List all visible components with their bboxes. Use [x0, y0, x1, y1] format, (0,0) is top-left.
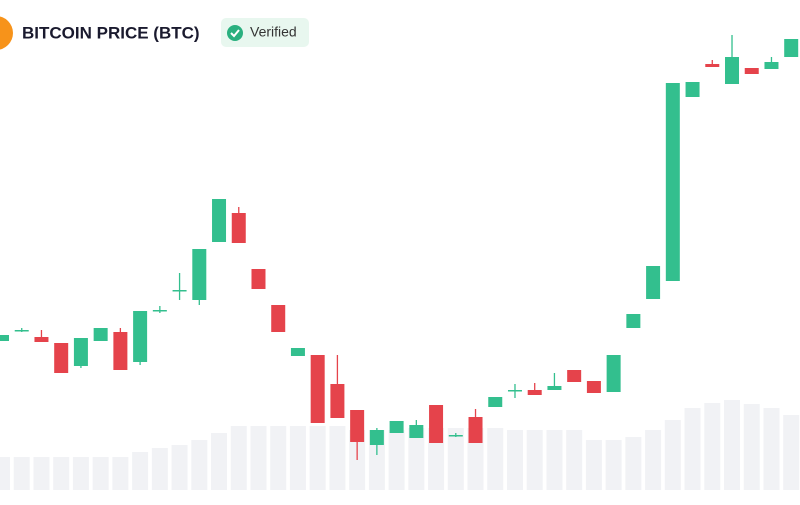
candle-body	[251, 269, 266, 289]
btc-icon	[0, 16, 13, 50]
volume-bar	[625, 437, 642, 490]
candle-body	[705, 64, 720, 67]
volume-bar	[289, 426, 306, 490]
candle-body	[73, 338, 88, 366]
candle-body	[626, 314, 641, 328]
candle-body	[507, 390, 522, 392]
volume-bar	[546, 430, 563, 490]
candle-body	[784, 39, 799, 57]
volume-bar	[743, 404, 760, 490]
volume-bar	[447, 428, 464, 490]
candle-body	[212, 199, 227, 242]
volume-layer	[0, 400, 800, 490]
volume-bar	[526, 430, 543, 490]
volume-bar	[487, 428, 504, 490]
badge-label: Verified	[250, 24, 297, 40]
candle-body	[152, 310, 167, 312]
volume-bar	[0, 457, 10, 490]
volume-bar	[13, 457, 30, 490]
volume-bar	[388, 430, 405, 490]
candle-body	[172, 290, 187, 292]
chart-title: BITCOIN PRICE (BTC)	[22, 23, 200, 42]
candle-body	[665, 83, 680, 281]
volume-bar	[763, 408, 780, 490]
candle-body	[192, 249, 207, 300]
candle-body	[448, 435, 463, 437]
candle-body	[231, 213, 246, 243]
candle-body	[409, 425, 424, 438]
candle-body	[685, 82, 700, 97]
volume-bar	[664, 420, 681, 490]
candle-layer	[0, 35, 799, 460]
volume-bar	[191, 440, 208, 490]
candle-body	[547, 386, 562, 390]
volume-bar	[585, 440, 602, 490]
volume-bar	[33, 457, 50, 490]
volume-bar	[53, 457, 70, 490]
volume-bar	[151, 448, 168, 490]
candle-body	[133, 311, 148, 362]
volume-bar	[605, 440, 622, 490]
verified-badge	[221, 18, 309, 47]
volume-bar	[408, 428, 425, 490]
volume-bar	[112, 457, 129, 490]
candle-body	[290, 348, 305, 356]
candle-body	[488, 397, 503, 407]
volume-bar	[724, 400, 741, 490]
candle-body	[527, 390, 542, 395]
candle-body	[764, 62, 779, 69]
candle-body	[330, 384, 345, 418]
volume-bar	[704, 403, 721, 490]
candle-body	[0, 335, 9, 341]
volume-bar	[270, 426, 287, 490]
candle-body	[429, 405, 444, 443]
volume-bar	[211, 433, 228, 490]
candle-body	[14, 330, 29, 332]
check-mark	[230, 29, 240, 38]
candle-body	[369, 430, 384, 445]
volume-bar	[329, 426, 346, 490]
check-icon	[227, 25, 243, 41]
candle-body	[34, 337, 49, 342]
candle-body	[744, 68, 759, 74]
volume-bar	[645, 430, 662, 490]
volume-bar	[783, 415, 800, 490]
candle-body	[567, 370, 582, 382]
candle-body	[725, 57, 740, 84]
volume-bar	[506, 430, 523, 490]
volume-bar	[132, 452, 149, 490]
volume-bar	[171, 445, 188, 490]
candle-body	[606, 355, 621, 392]
candle-body	[310, 355, 325, 423]
candle-body	[113, 332, 128, 370]
candle-body	[54, 343, 69, 373]
volume-bar	[467, 428, 484, 490]
volume-bar	[250, 426, 267, 490]
candle-body	[271, 305, 286, 332]
volume-bar	[92, 457, 109, 490]
volume-bar	[428, 428, 445, 490]
volume-bar	[684, 408, 701, 490]
volume-bar	[566, 430, 583, 490]
candle-body	[389, 421, 404, 433]
candle-body	[468, 417, 483, 443]
volume-bar	[230, 426, 247, 490]
volume-bar	[72, 457, 89, 490]
candle-body	[350, 410, 365, 442]
candle-body	[93, 328, 108, 341]
candle-body	[646, 266, 661, 299]
volume-bar	[309, 426, 326, 490]
candle-body	[586, 381, 601, 393]
